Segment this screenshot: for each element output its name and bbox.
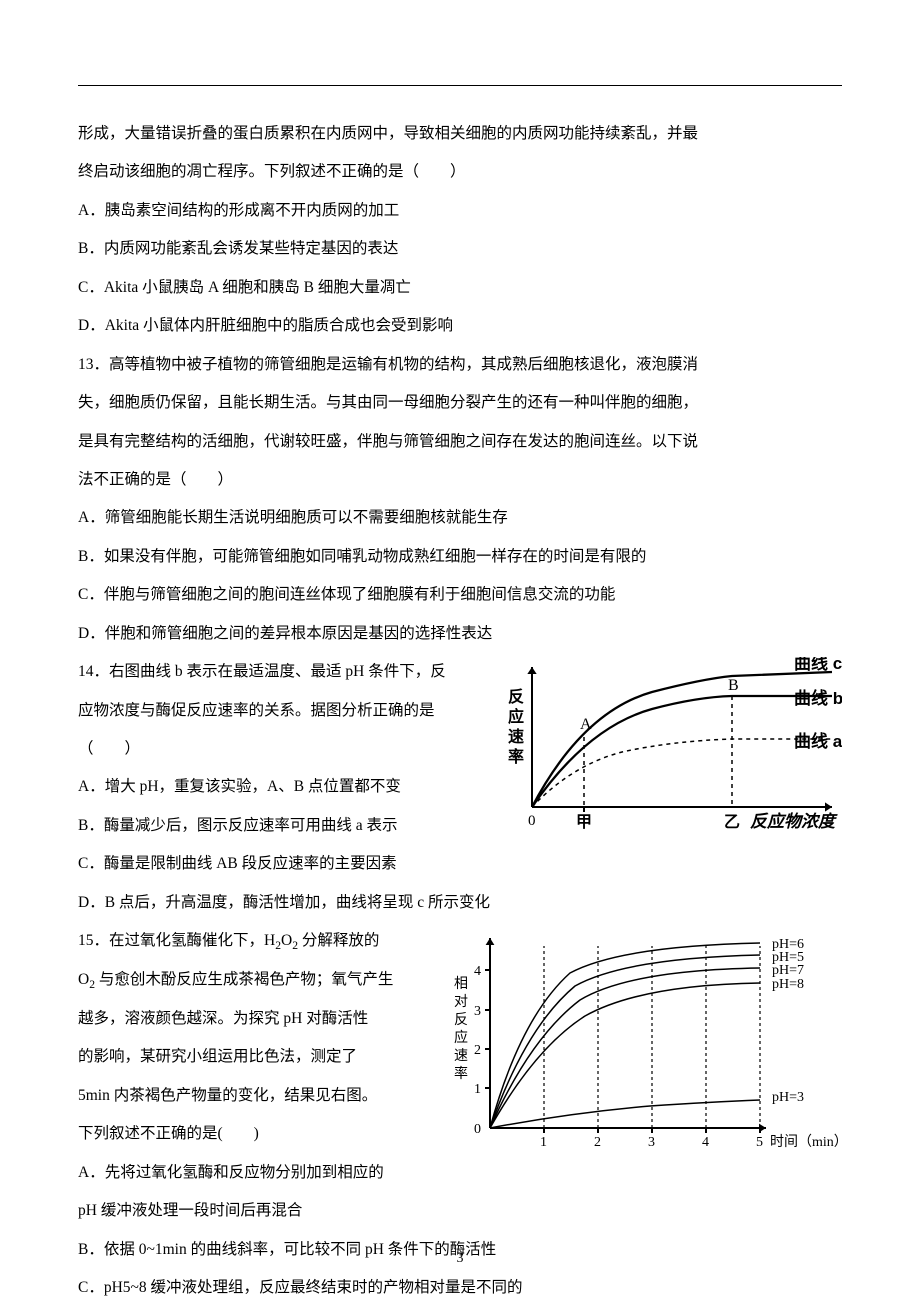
q13-optC: C．伴胞与筛管细胞之间的胞间连丝体现了细胞膜有利于细胞间信息交流的功能 — [78, 576, 842, 614]
svg-text:pH=8: pH=8 — [772, 977, 804, 992]
svg-text:应: 应 — [454, 1029, 468, 1046]
q14-chart: A B 曲线 c 曲线 b 曲线 a 反应速率 0 甲 乙反应物浓度 — [502, 657, 842, 837]
svg-text:率: 率 — [454, 1065, 468, 1082]
q13-optD: D．伴胞和筛管细胞之间的差异根本原因是基因的选择性表达 — [78, 615, 842, 653]
page-number: 3 — [0, 1251, 920, 1267]
q15-stem1: 15．在过氧化氢酶催化下，H2O2 分解释放的 — [78, 922, 460, 961]
svg-text:甲: 甲 — [576, 813, 592, 831]
svg-text:反: 反 — [508, 688, 524, 706]
q15-stem4: 的影响，某研究小组运用比色法，测定了 — [78, 1038, 460, 1076]
svg-text:2: 2 — [594, 1135, 601, 1150]
q14-stem1: 14．右图曲线 b 表示在最适温度、最适 pH 条件下，反 — [78, 653, 506, 691]
svg-text:曲线 b: 曲线 b — [794, 688, 842, 708]
q13-stem3: 是具有完整结构的活细胞，代谢较旺盛，伴胞与筛管细胞之间存在发达的胞间连丝。以下说 — [78, 423, 842, 461]
svg-text:5: 5 — [756, 1135, 763, 1150]
q14-optD: D．B 点后，升高温度，酶活性增加，曲线将呈现 c 所示变化 — [78, 884, 842, 922]
q14-optB: B．酶量减少后，图示反应速率可用曲线 a 表示 — [78, 807, 506, 845]
q14-stem3: （ ） — [78, 730, 506, 768]
q15-block: 15．在过氧化氢酶催化下，H2O2 分解释放的 O2 与愈创木酚反应生成茶褐色产… — [78, 922, 842, 1192]
q15-stem5: 5min 内茶褐色产物量的变化，结果见右图。 — [78, 1077, 460, 1115]
svg-text:乙: 乙 — [724, 814, 740, 831]
svg-text:1: 1 — [474, 1082, 481, 1097]
svg-text:1: 1 — [540, 1135, 547, 1150]
svg-text:反: 反 — [454, 1012, 468, 1028]
svg-text:时间（min）: 时间（min） — [770, 1134, 842, 1150]
svg-text:B: B — [728, 677, 739, 694]
intro-optA: A．胰岛素空间结构的形成离不开内质网的加工 — [78, 192, 842, 230]
svg-text:曲线 a: 曲线 a — [794, 731, 842, 751]
svg-text:4: 4 — [702, 1135, 709, 1150]
svg-text:曲线 c: 曲线 c — [794, 657, 842, 673]
page-content: 形成，大量错误折叠的蛋白质累积在内质网中，导致相关细胞的内质网功能持续紊乱，并最… — [78, 115, 842, 1308]
svg-text:A: A — [580, 716, 592, 733]
intro-optB: B．内质网功能紊乱会诱发某些特定基因的表达 — [78, 230, 842, 268]
q15-optA2: pH 缓冲液处理一段时间后再混合 — [78, 1192, 842, 1230]
svg-text:0: 0 — [474, 1122, 481, 1137]
svg-text:4: 4 — [474, 964, 481, 979]
svg-text:率: 率 — [508, 747, 524, 766]
q14-optC: C．酶量是限制曲线 AB 段反应速率的主要因素 — [78, 845, 842, 883]
q15-stem6: 下列叙述不正确的是( ) — [78, 1115, 460, 1153]
svg-text:相: 相 — [454, 976, 468, 992]
q13-stem1: 13．高等植物中被子植物的筛管细胞是运输有机物的结构，其成熟后细胞核退化，液泡膜… — [78, 346, 842, 384]
svg-text:pH=7: pH=7 — [772, 963, 804, 978]
q15-stem3: 越多，溶液颜色越深。为探究 pH 对酶活性 — [78, 1000, 460, 1038]
q15-stem2: O2 与愈创木酚反应生成茶褐色产物；氧气产生 — [78, 961, 460, 1000]
intro-line1: 形成，大量错误折叠的蛋白质累积在内质网中，导致相关细胞的内质网功能持续紊乱，并最 — [78, 115, 842, 153]
svg-text:2: 2 — [474, 1043, 481, 1058]
svg-text:pH=3: pH=3 — [772, 1090, 804, 1105]
q15-optA1: A．先将过氧化氢酶和反应物分别加到相应的 — [78, 1154, 460, 1192]
svg-text:速: 速 — [508, 728, 524, 746]
intro-optD: D．Akita 小鼠体内肝脏细胞中的脂质合成也会受到影响 — [78, 307, 842, 345]
q13-stem4: 法不正确的是（ ） — [78, 461, 842, 499]
svg-text:反应物浓度: 反应物浓度 — [750, 812, 838, 831]
top-rule — [78, 85, 842, 86]
q13-stem2: 失，细胞质仍保留，且能长期生活。与其由同一母细胞分裂产生的还有一种叫伴胞的细胞， — [78, 384, 842, 422]
svg-text:3: 3 — [648, 1135, 655, 1150]
q14-stem2: 应物浓度与酶促反应速率的关系。据图分析正确的是 — [78, 692, 506, 730]
intro-optC: C．Akita 小鼠胰岛 A 细胞和胰岛 B 细胞大量凋亡 — [78, 269, 842, 307]
svg-text:3: 3 — [474, 1004, 481, 1019]
q15-chart: 1234501234pH=6pH=5pH=7pH=8pH=3相对反应速率时间（m… — [450, 928, 842, 1153]
q13-optA: A．筛管细胞能长期生活说明细胞质可以不需要细胞核就能生存 — [78, 499, 842, 537]
q14-optA: A．增大 pH，重复该实验，A、B 点位置都不变 — [78, 768, 506, 806]
intro-line2: 终启动该细胞的凋亡程序。下列叙述不正确的是（ ） — [78, 153, 842, 191]
svg-text:速: 速 — [454, 1048, 468, 1064]
svg-text:应: 应 — [508, 707, 524, 726]
svg-text:对: 对 — [454, 994, 468, 1010]
q13-optB: B．如果没有伴胞，可能筛管细胞如同哺乳动物成熟红细胞一样存在的时间是有限的 — [78, 538, 842, 576]
svg-text:0: 0 — [528, 813, 536, 829]
q14-block: 14．右图曲线 b 表示在最适温度、最适 pH 条件下，反 应物浓度与酶促反应速… — [78, 653, 842, 845]
